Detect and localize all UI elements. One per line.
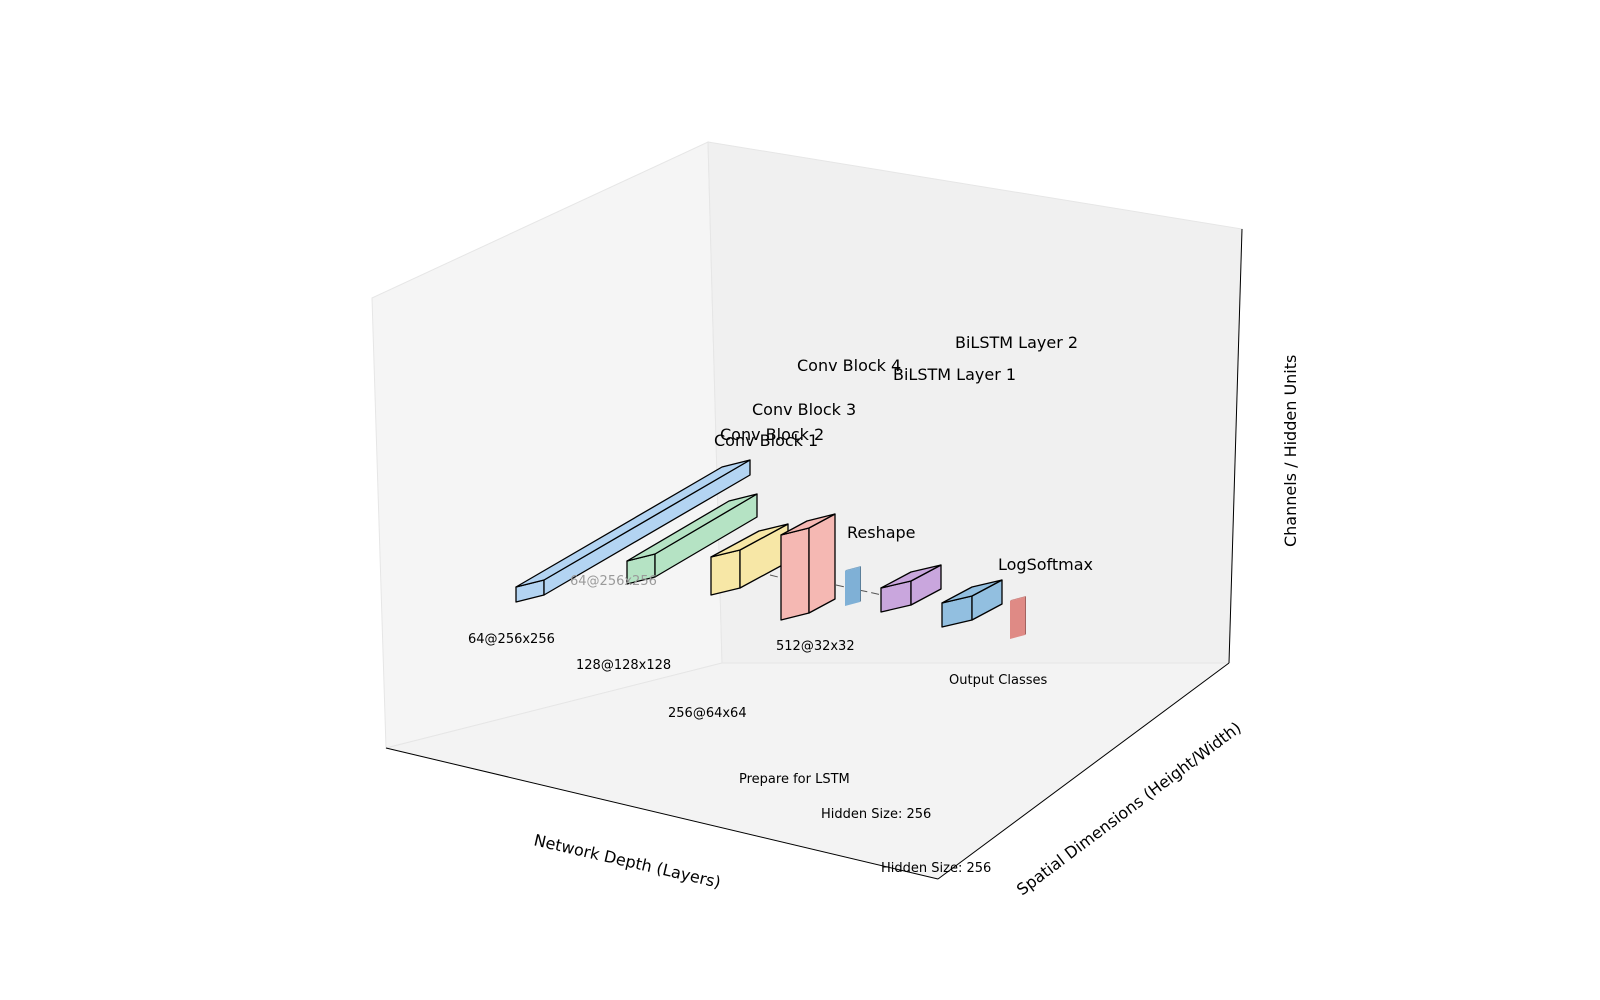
block-top-face: [880, 564, 942, 589]
connector-3: [835, 584, 883, 596]
x-axis-title: Network Depth (Layers): [532, 830, 723, 892]
y-axis-line: [937, 662, 1230, 880]
layer-dim-label-bilstm2: Hidden Size: 256: [881, 861, 991, 876]
block-top-face: [941, 579, 1003, 604]
layer-title-reshape: Reshape: [847, 523, 916, 542]
layer-block-bilstm1: [880, 564, 942, 613]
block-top-face: [780, 513, 836, 536]
layer-dim-label-conv2: 128@128x128: [576, 658, 671, 673]
layer-dim-label-conv3: 256@64x64: [668, 706, 747, 721]
layer-dim-label-conv4: 512@32x32: [776, 639, 855, 654]
layer-dimension-labels: 64@256x256 128@128x128 256@64x64 512@32x32 P…: [468, 632, 1047, 876]
block-front-face: [845, 567, 860, 606]
layer-dim-label-reshape: Prepare for LSTM: [739, 772, 850, 787]
axes-panes: [371, 141, 1243, 880]
block-front-face: [780, 527, 810, 621]
block-side-face: [1025, 596, 1026, 635]
block-side-face: [808, 513, 836, 614]
block-top-face: [1010, 596, 1026, 601]
block-top-face: [710, 523, 789, 558]
block-side-face: [860, 566, 861, 602]
layer-block-conv1: [515, 459, 751, 603]
layer-title-bilstm2: BiLSTM Layer 2: [955, 333, 1078, 352]
layer-block-conv4: [780, 513, 836, 621]
z-axis-line: [1228, 228, 1243, 664]
inner-faint-label: 64@256x256: [570, 574, 657, 589]
layer-title-conv3: Conv Block 3: [752, 400, 856, 419]
layer-title-conv1: Conv Block 1: [714, 431, 818, 450]
layer-block-conv2: [626, 493, 758, 585]
x-axis-line: [385, 747, 939, 880]
layer-block-conv3: [710, 523, 789, 596]
layer-block-bilstm2: [941, 579, 1003, 628]
layer-dim-label-conv1: 64@256x256: [468, 632, 555, 647]
z-axis-title: Channels / Hidden Units: [1281, 355, 1300, 547]
block-front-face: [710, 549, 741, 596]
layer-dim-label-bilstm1: Hidden Size: 256: [821, 807, 931, 822]
layer-block-reshape: [845, 566, 861, 606]
block-top-face: [845, 566, 861, 571]
block-top-face: [515, 459, 751, 588]
layer-dim-label-logsoftmax: Output Classes: [949, 673, 1047, 688]
layer-title-conv2: Conv Block 2: [720, 425, 824, 444]
layer-blocks: [515, 459, 1026, 639]
block-front-face: [1010, 597, 1025, 639]
layer-title-logsoftmax: LogSoftmax: [998, 555, 1093, 574]
layer-title-bilstm1: BiLSTM Layer 1: [893, 365, 1016, 384]
layer-block-logsoftmax: [1010, 596, 1026, 639]
block-top-face: [626, 493, 758, 562]
layer-title-conv4: Conv Block 4: [797, 356, 901, 375]
